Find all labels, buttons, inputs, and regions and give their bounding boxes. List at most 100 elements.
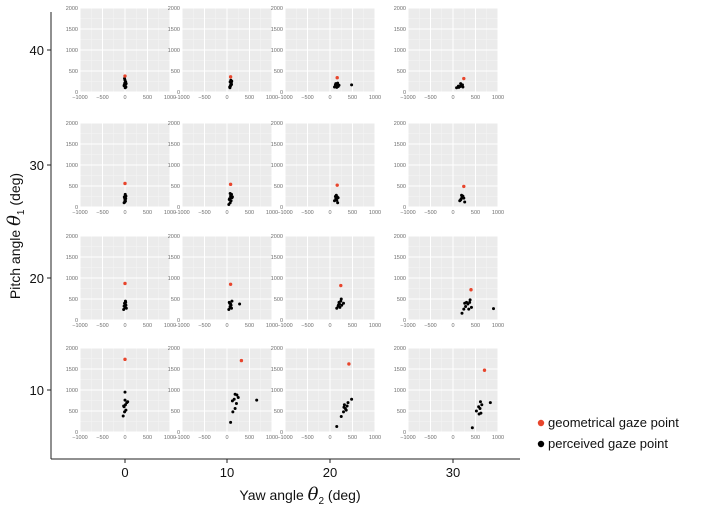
- panel-y-tick-label: 1500: [168, 27, 180, 33]
- outer-x-tick-label: 20: [323, 465, 337, 480]
- perceived-gaze-point: [333, 83, 337, 87]
- y-axis-title-unit: (deg): [7, 173, 23, 210]
- panel-y-tick-label: 500: [397, 69, 406, 75]
- panel-x-tick-label: 0: [225, 210, 228, 216]
- panel-x-tick-label: −1000: [400, 323, 415, 329]
- panel-x-tick-label: −500: [96, 323, 108, 329]
- x-axis-title-symbol: θ: [308, 484, 319, 505]
- panel-y-tick-label: 500: [171, 184, 180, 190]
- perceived-gaze-point: [337, 300, 341, 304]
- panel-x-tick-label: −1000: [174, 323, 189, 329]
- perceived-gaze-point: [124, 82, 128, 86]
- panel-y-tick-label: 0: [403, 430, 406, 436]
- panel-y-tick-label: 1500: [168, 142, 180, 148]
- panel-y-tick-label: 500: [171, 69, 180, 75]
- panel-x-tick-label: 500: [143, 435, 152, 441]
- panel-x-tick-label: −500: [301, 210, 313, 216]
- panel-y-tick-label: 2000: [66, 346, 78, 352]
- perceived-gaze-point: [126, 400, 130, 404]
- perceived-gaze-point: [336, 196, 340, 200]
- panel-y-tick-label: 500: [69, 297, 78, 303]
- panel-x-tick-label: −1000: [72, 95, 87, 101]
- perceived-gaze-point: [123, 192, 127, 196]
- panel-x-tick-label: 0: [451, 323, 454, 329]
- panel-x-tick-label: 1000: [266, 435, 278, 441]
- panel-x-tick-label: −500: [424, 435, 436, 441]
- perceived-gaze-point: [339, 414, 343, 418]
- panel-y-tick-label: 2000: [168, 234, 180, 240]
- perceived-gaze-point: [230, 79, 234, 83]
- panel-pitch-30-yaw-10: −1000 −500 0 500 1000 0 500 1000 1500 2000: [168, 121, 278, 216]
- panel-y-tick-label: 0: [75, 205, 78, 211]
- outer-y-tick-label: 20: [30, 271, 44, 286]
- panel-x-tick-label: 1000: [266, 210, 278, 216]
- panel-y-tick-label: 2000: [66, 121, 78, 127]
- outer-y-tick-label: 10: [30, 383, 44, 398]
- panel-y-tick-label: 2000: [394, 121, 406, 127]
- geometrical-gaze-point: [228, 182, 233, 187]
- perceived-gaze-point: [460, 195, 464, 198]
- panel-x-tick-label: 0: [225, 95, 228, 101]
- panel-y-tick-label: 0: [75, 430, 78, 436]
- panel-y-tick-label: 1000: [168, 276, 180, 282]
- panel-y-tick-label: 1000: [66, 276, 78, 282]
- panel-y-tick-label: 1500: [168, 367, 180, 373]
- perceived-gaze-point: [335, 198, 339, 202]
- panel-x-tick-label: 1000: [164, 435, 176, 441]
- panel-y-tick-label: 2000: [394, 234, 406, 240]
- panel-x-tick-label: 0: [328, 435, 331, 441]
- panel-y-tick-label: 500: [274, 409, 283, 415]
- panel-y-tick-label: 500: [69, 184, 78, 190]
- panel-pitch-10-yaw-0: −1000 −500 0 500 1000 0 500 1000 1500 2000: [66, 346, 176, 441]
- panel-x-tick-label: −500: [198, 323, 210, 329]
- panel-x-tick-label: 500: [348, 95, 357, 101]
- panel-pitch-10-yaw-10: −1000 −500 0 500 1000 0 500 1000 1500 2000: [168, 346, 278, 441]
- panel-y-tick-label: 0: [280, 205, 283, 211]
- panel-y-tick-label: 0: [177, 430, 180, 436]
- panel-x-tick-label: 1000: [369, 323, 381, 329]
- panel-x-tick-label: −500: [96, 95, 108, 101]
- panel-x-tick-label: 1000: [492, 95, 504, 101]
- perceived-gaze-point: [230, 195, 234, 199]
- geometrical-gaze-point: [123, 357, 127, 362]
- panel-x-tick-label: −500: [301, 435, 313, 441]
- perceived-gaze-point: [335, 425, 339, 429]
- geometrical-gaze-point: [228, 282, 233, 286]
- legend-geometrical-marker: [537, 419, 545, 427]
- perceived-gaze-point: [467, 307, 471, 311]
- panel-y-tick-label: 2000: [394, 6, 406, 12]
- legend: geometrical gaze point perceived gaze po…: [537, 415, 679, 451]
- panel-y-tick-label: 1500: [394, 255, 406, 261]
- geometrical-gaze-point: [347, 362, 351, 366]
- perceived-gaze-point: [346, 401, 350, 405]
- x-axis-title-main: Yaw angle: [239, 487, 307, 503]
- panel-y-tick-label: 2000: [271, 121, 283, 127]
- perceived-gaze-point: [228, 305, 232, 309]
- panel-x-tick-label: 0: [123, 323, 126, 329]
- perceived-gaze-point: [231, 410, 235, 414]
- panel-y-tick-label: 1500: [394, 142, 406, 148]
- panel-y-tick-label: 1000: [394, 276, 406, 282]
- perceived-gaze-point: [229, 420, 233, 424]
- geometrical-gaze-point: [482, 368, 487, 372]
- panel-x-tick-label: −1000: [400, 95, 415, 101]
- geometrical-gaze-point: [469, 288, 473, 292]
- panel-x-tick-label: 500: [348, 435, 357, 441]
- outer-x-tick-label: 10: [220, 465, 234, 480]
- panel-y-tick-label: 1000: [66, 48, 78, 54]
- panel-x-tick-label: 500: [245, 435, 254, 441]
- panel-x-tick-label: 1000: [164, 210, 176, 216]
- panel-x-tick-label: 1000: [266, 95, 278, 101]
- geometrical-gaze-point: [239, 358, 244, 363]
- panel-pitch-30-yaw-30: −1000 −500 0 500 1000 0 500 1000 1500 2000: [394, 121, 504, 216]
- panel-x-tick-label: 500: [471, 95, 480, 101]
- panel-pitch-20-yaw-30: −1000 −500 0 500 1000 0 500 1000 1500 2000: [394, 234, 504, 329]
- perceived-gaze-point: [124, 300, 128, 304]
- panel-y-tick-label: 500: [274, 297, 283, 303]
- panel-x-tick-label: −500: [198, 435, 210, 441]
- panel-y-tick-label: 500: [274, 69, 283, 75]
- outer-x-tick-label: 0: [121, 465, 128, 480]
- outer-ticks: 0 10 20 30 40 30 20 10: [30, 43, 461, 480]
- panel-x-tick-label: −1000: [277, 210, 292, 216]
